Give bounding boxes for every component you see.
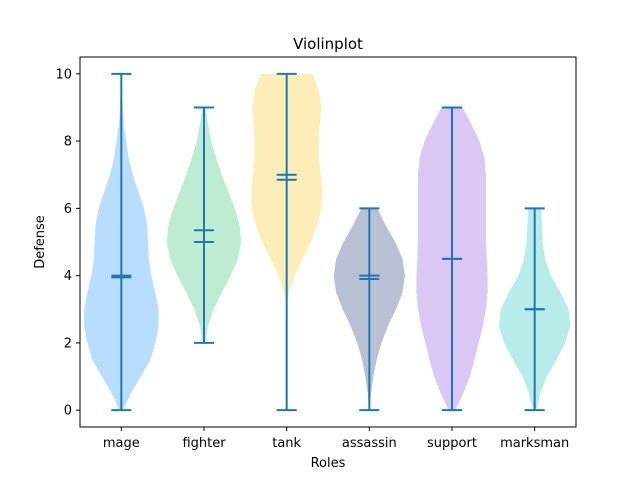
- y-tick-label: 8: [64, 135, 72, 150]
- violin-mage: [84, 72, 159, 412]
- x-tick-label: assassin: [342, 436, 397, 451]
- plot-frame: [79, 56, 577, 428]
- x-tick-label: tank: [272, 436, 301, 451]
- axes: mage fighter tank assassin support marksman 0 2…: [55, 67, 569, 451]
- violin-fighter: [166, 106, 242, 344]
- violin-assassin: [333, 207, 405, 412]
- violin-support: [416, 106, 488, 412]
- violin-marksman: [499, 207, 571, 412]
- plot-area: [84, 72, 571, 412]
- y-tick-label: 0: [64, 404, 72, 419]
- chart-title: Violinplot: [293, 35, 363, 53]
- y-tick-label: 4: [64, 269, 72, 284]
- y-tick-label: 6: [64, 202, 72, 217]
- y-tick-label: 10: [55, 67, 72, 82]
- x-tick-label: mage: [103, 436, 140, 451]
- x-tick-label: support: [427, 436, 477, 451]
- x-axis-label: Roles: [311, 456, 346, 471]
- x-tick-label: fighter: [182, 436, 226, 451]
- violin-tank: [251, 72, 323, 412]
- y-tick-label: 2: [64, 336, 72, 351]
- x-tick-label: marksman: [500, 436, 569, 451]
- y-axis-label: Defense: [33, 215, 48, 269]
